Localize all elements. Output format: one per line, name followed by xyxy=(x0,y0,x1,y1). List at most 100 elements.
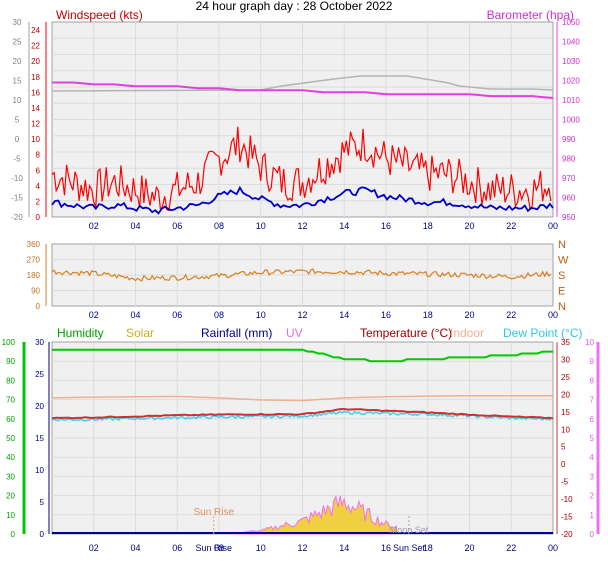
barometer-tick-label: 1040 xyxy=(562,38,580,47)
temperature-tick-label: 35 xyxy=(561,338,570,347)
humidity-tick-label: 0 xyxy=(11,530,16,539)
windspeed-tick-label: 10 xyxy=(31,135,40,144)
x-tick-label: 00 xyxy=(548,310,558,320)
solar-area xyxy=(228,494,397,535)
barometer-tick-label: 1030 xyxy=(562,57,580,66)
humidity-tick-label: 10 xyxy=(6,511,15,520)
x-tick-label: 06 xyxy=(172,310,182,320)
temperature-tick-label: 25 xyxy=(561,373,570,382)
x-tick-label: 20 xyxy=(464,543,474,553)
x-tick-label: 08 xyxy=(214,543,224,553)
outer-tick-label: 0 xyxy=(15,135,20,144)
humidity-tick-label: 50 xyxy=(6,434,15,443)
x-tick-label: 10 xyxy=(256,543,266,553)
humidity-tick-label: 80 xyxy=(6,376,15,385)
x-tick-label: 22 xyxy=(506,221,516,231)
sunrise-axis-label: Sun Rise xyxy=(196,543,233,553)
windspeed-tick-label: 2 xyxy=(36,197,41,206)
direction-tick-label: 360 xyxy=(27,240,41,249)
dew-point-line xyxy=(51,410,552,422)
windspeed-tick-label: 12 xyxy=(31,120,40,129)
temperature-tick-label: 10 xyxy=(561,425,570,434)
uv-tick-label: 0 xyxy=(590,530,595,539)
x-tick-label: 16 xyxy=(381,543,391,553)
legend-rainfall: Rainfall (mm) xyxy=(201,326,272,340)
sunset-axis-label: Sun Set xyxy=(393,543,426,553)
uv-tick-label: 1 xyxy=(590,511,595,520)
wind-direction-line xyxy=(51,268,552,282)
legend-solar: Solar xyxy=(126,326,154,340)
windspeed-tick-label: 16 xyxy=(31,88,40,97)
x-tick-label: 22 xyxy=(506,543,516,553)
temperature-tick-label: 20 xyxy=(561,390,570,399)
humidity-tick-label: 70 xyxy=(6,396,15,405)
x-tick-label: 22 xyxy=(506,310,516,320)
x-tick-label: 02 xyxy=(89,221,99,231)
x-tick-label: 08 xyxy=(214,221,224,231)
compass-tick-label: N xyxy=(558,239,566,251)
humidity-line xyxy=(52,348,553,363)
windspeed-tick-label: 24 xyxy=(31,26,40,35)
legend-humidity: Humidity xyxy=(57,326,104,340)
humidity-tick-label: 60 xyxy=(6,415,15,424)
page-title: 24 hour graph day : 28 October 2022 xyxy=(196,0,393,13)
barometer-tick-label: 990 xyxy=(562,135,576,144)
windspeed-tick-label: 14 xyxy=(31,104,40,113)
x-tick-label: 04 xyxy=(130,543,140,553)
outer-tick-label: -5 xyxy=(13,155,21,164)
x-tick-label: 00 xyxy=(548,221,558,231)
outer-tick-label: 15 xyxy=(13,77,22,86)
barometer-axis-label: Barometer (hpa) xyxy=(487,8,574,22)
panel-temp-hum: Humidity Solar Rainfall (mm) UV Temperat… xyxy=(2,326,600,553)
temperature-tick-label: -20 xyxy=(561,530,573,539)
barometer-tick-label: 1010 xyxy=(562,96,580,105)
indoor-temperature-line xyxy=(51,395,553,402)
panel-wind-baro: Windspeed (kts) Barometer (hpa) 30252015… xyxy=(11,8,580,231)
x-tick-label: 10 xyxy=(256,310,266,320)
temperature-tick-label: 30 xyxy=(561,355,570,364)
legend-temperature: Temperature (°C) xyxy=(360,326,452,340)
sunrise-label: Sun Rise xyxy=(193,507,234,518)
sunset-faint-label: Moon Set xyxy=(390,525,429,535)
x-tick-label: 12 xyxy=(297,543,307,553)
windspeed-tick-label: 0 xyxy=(36,213,41,222)
outer-tick-label: -20 xyxy=(11,213,23,222)
x-tick-label: 04 xyxy=(130,221,140,231)
compass-tick-label: S xyxy=(558,270,565,282)
compass-tick-label: W xyxy=(558,255,569,267)
x-tick-label: 12 xyxy=(297,310,307,320)
x-tick-label: 02 xyxy=(89,310,99,320)
barometer-tick-label: 950 xyxy=(562,213,576,222)
temperature-tick-label: 5 xyxy=(561,443,566,452)
rain-tick-label: 25 xyxy=(35,370,44,379)
outer-tick-label: 10 xyxy=(13,96,22,105)
humidity-tick-label: 100 xyxy=(2,338,16,347)
outer-tick-label: 25 xyxy=(13,38,22,47)
temperature-tick-label: 0 xyxy=(561,460,566,469)
compass-tick-label: N xyxy=(558,301,566,313)
x-tick-label: 16 xyxy=(381,221,391,231)
rain-tick-label: 20 xyxy=(35,402,44,411)
windspeed-tick-label: 22 xyxy=(31,42,40,51)
x-tick-label: 12 xyxy=(297,221,307,231)
humidity-tick-label: 30 xyxy=(6,472,15,481)
x-tick-label: 18 xyxy=(423,221,433,231)
x-tick-label: 10 xyxy=(256,221,266,231)
windspeed-tick-label: 4 xyxy=(36,182,41,191)
uv-tick-label: 6 xyxy=(590,415,595,424)
temperature-line xyxy=(51,407,554,420)
x-tick-label: 14 xyxy=(339,221,349,231)
outer-tick-label: -15 xyxy=(11,194,23,203)
rain-tick-label: 15 xyxy=(35,434,44,443)
windspeed-axis-label: Windspeed (kts) xyxy=(56,8,143,22)
legend-uv: UV xyxy=(286,326,303,340)
wind-gust-line xyxy=(51,126,552,213)
x-tick-label: 18 xyxy=(423,543,433,553)
uv-tick-label: 3 xyxy=(590,472,595,481)
wind-speed-line xyxy=(51,185,554,215)
legend-indoor: Indoor xyxy=(450,326,484,340)
uv-tick-label: 9 xyxy=(590,357,595,366)
